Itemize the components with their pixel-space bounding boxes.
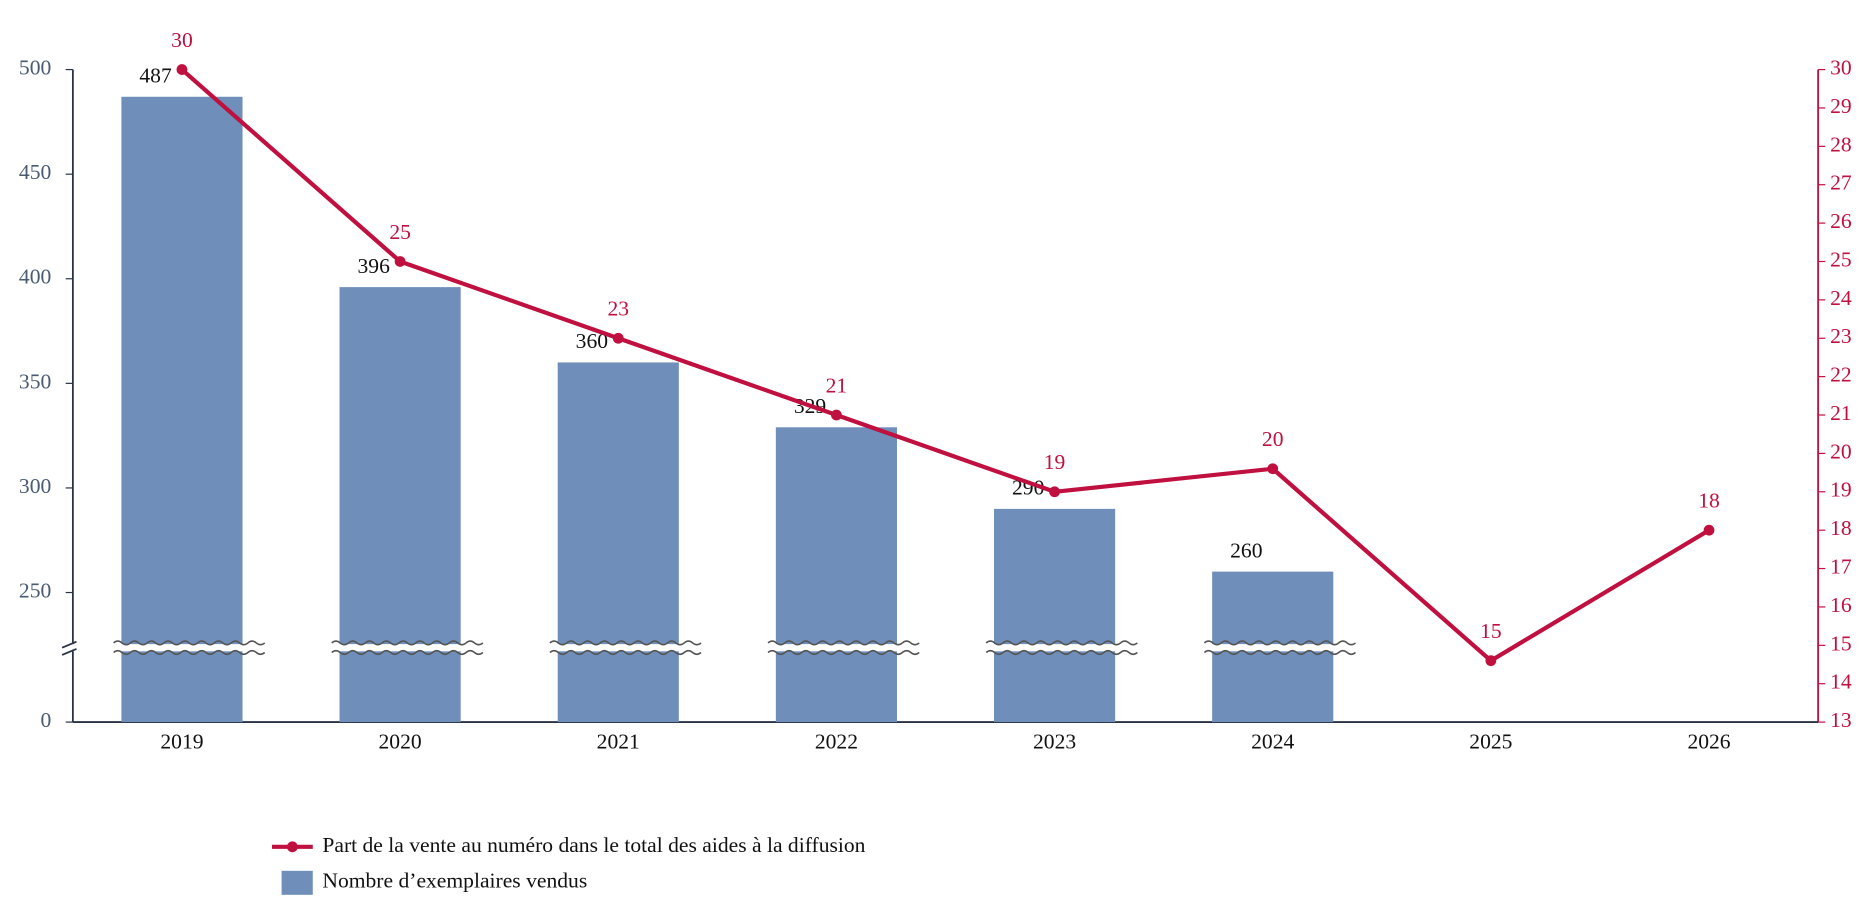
- y2-tick-label: 24: [1830, 286, 1852, 310]
- bar: [121, 96, 243, 723]
- break-mark: [1203, 649, 1356, 656]
- break-gap: [549, 644, 687, 652]
- y2-tick-label: 29: [1830, 94, 1852, 118]
- bar: [557, 362, 679, 723]
- break-mark: [331, 640, 484, 646]
- break-gap: [1204, 644, 1342, 652]
- bar: [993, 508, 1116, 723]
- y2-tick-label: 22: [1830, 363, 1852, 387]
- break-mark: [985, 640, 1138, 646]
- bar: [775, 427, 897, 723]
- y-tick-label: 0: [40, 708, 51, 732]
- break-mark: [113, 640, 266, 646]
- line-point: [1703, 524, 1715, 536]
- y-tick-label: 450: [19, 160, 51, 184]
- axis-break-mark: [61, 640, 77, 649]
- line-label: 23: [607, 297, 629, 321]
- y2-tick-label: 14: [1830, 670, 1852, 694]
- line: [180, 67, 1711, 663]
- y2-tick-label: 16: [1830, 593, 1852, 617]
- y2-tick-label: 13: [1830, 708, 1852, 732]
- y2-tick-label: 20: [1830, 439, 1852, 463]
- y-tick-label: 300: [19, 474, 51, 498]
- x-tick-label: 2023: [1033, 730, 1076, 754]
- bar: [339, 287, 461, 723]
- y-tick-label: 500: [19, 56, 51, 80]
- x-tick-label: 2021: [597, 730, 640, 754]
- line-label: 19: [1044, 450, 1066, 474]
- axis-break-mark: [61, 648, 77, 656]
- x-tick-label: 2022: [815, 730, 858, 754]
- break-mark: [549, 640, 702, 646]
- line-point: [831, 409, 842, 421]
- line-label: 15: [1480, 619, 1502, 643]
- break-mark: [113, 649, 266, 656]
- y2-tick-label: 19: [1830, 478, 1852, 502]
- x-tick-label: 2026: [1687, 730, 1730, 754]
- bar-label: 487: [139, 64, 172, 88]
- y-tick-label: 400: [19, 265, 51, 289]
- line-point: [1485, 655, 1497, 667]
- x-tick-label: 2024: [1251, 730, 1294, 754]
- line-point: [176, 64, 188, 75]
- break-mark: [767, 640, 920, 646]
- x-tick-label: 2019: [160, 730, 203, 754]
- y2-tick-label: 30: [1830, 56, 1852, 80]
- line-point: [394, 256, 406, 267]
- line-label: 20: [1262, 427, 1284, 451]
- line-label: 30: [171, 28, 193, 52]
- x-tick-label: 2025: [1469, 730, 1512, 754]
- y2-tick-label: 25: [1830, 247, 1852, 271]
- y2-tick-label: 26: [1830, 209, 1852, 233]
- line-point: [1267, 463, 1279, 475]
- break-mark: [549, 649, 702, 656]
- y2-tick-label: 15: [1830, 631, 1852, 655]
- bar-label: 396: [358, 254, 391, 278]
- legend-point: [286, 841, 298, 853]
- line-label: 18: [1698, 489, 1720, 513]
- bar-label: 260: [1230, 538, 1262, 562]
- line-point: [1049, 486, 1060, 498]
- break-gap: [113, 644, 251, 652]
- y2-tick-label: 28: [1830, 132, 1852, 156]
- line-point: [612, 332, 624, 344]
- y2-tick-label: 18: [1830, 516, 1852, 540]
- break-mark: [985, 649, 1138, 656]
- y2-tick-label: 21: [1830, 401, 1852, 425]
- x-tick-label: 2020: [379, 730, 422, 754]
- break-gap: [986, 644, 1123, 652]
- break-gap: [331, 644, 469, 652]
- legend-swatch: [281, 870, 313, 895]
- legend-label: Part de la vente au numéro dans le total…: [322, 833, 865, 857]
- line-label: 25: [389, 220, 411, 244]
- legend-label: Nombre d’exemplaires vendus: [322, 869, 587, 893]
- axis-break-gap: [63, 644, 81, 652]
- break-mark: [331, 649, 484, 656]
- break-gap: [768, 644, 905, 652]
- y2-tick-label: 27: [1830, 171, 1852, 195]
- y2-tick-label: 17: [1830, 555, 1852, 579]
- line-label: 21: [826, 373, 848, 397]
- break-mark: [1203, 640, 1356, 646]
- y-tick-label: 250: [19, 578, 51, 602]
- y-tick-label: 350: [19, 369, 51, 393]
- y2-tick-label: 23: [1830, 324, 1852, 348]
- break-mark: [767, 649, 920, 656]
